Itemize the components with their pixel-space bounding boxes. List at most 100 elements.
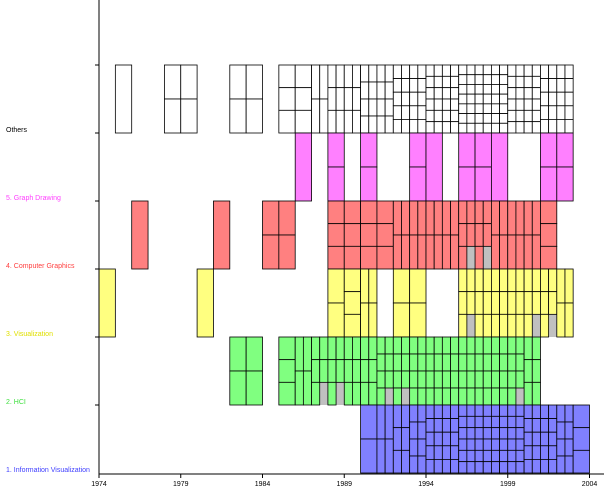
year-bar-1988 [327, 132, 345, 202]
paper-cell [556, 438, 566, 457]
paper-cell [531, 404, 541, 420]
paper-cell [213, 200, 231, 270]
paper-cell [458, 313, 468, 338]
paper-cell [360, 166, 378, 202]
paper-cell [458, 223, 468, 247]
paper-cell [499, 84, 509, 95]
paper-cell [278, 200, 296, 236]
paper-cell [360, 98, 370, 117]
year-bar-1994 [425, 132, 443, 202]
paper-cell [507, 415, 517, 429]
year-bar-1991 [376, 404, 394, 474]
paper-cell [441, 336, 451, 355]
paper-cell [490, 313, 500, 338]
paper-cell [450, 87, 460, 100]
band-5 [360, 404, 590, 474]
paper-cell [319, 64, 329, 100]
paper-cell [409, 268, 427, 304]
paper-cell [548, 418, 558, 433]
paper-cell [343, 381, 353, 406]
paper-cell [384, 64, 394, 83]
paper-cell [163, 64, 182, 100]
paper-cell [531, 98, 541, 111]
paper-cell [490, 74, 500, 85]
paper-cell [515, 291, 525, 315]
year-bar-1995 [441, 200, 460, 270]
paper-cell [433, 109, 443, 123]
paper-cell [433, 445, 443, 460]
paper-cell [556, 268, 566, 304]
paper-cell [392, 449, 402, 474]
paper-cell [474, 291, 484, 315]
paper-cell [531, 64, 541, 77]
paper-cell [474, 404, 484, 417]
year-bar-2000 [523, 268, 541, 338]
paper-cell [548, 64, 558, 80]
paper-cell [482, 461, 492, 474]
paper-cell [482, 113, 492, 124]
paper-cell [278, 109, 296, 134]
year-bar-1993 [409, 132, 427, 202]
paper-cell [409, 132, 427, 168]
paper-cell [482, 84, 492, 95]
paper-cell [564, 302, 574, 338]
paper-cell [458, 415, 468, 429]
paper-cell [392, 336, 402, 355]
paper-cell [417, 200, 427, 236]
paper-cell [352, 381, 361, 406]
paper-cell [450, 445, 460, 460]
paper-cell [441, 418, 451, 433]
paper-cell [180, 98, 198, 134]
paper-cell [507, 427, 517, 440]
paper-cell [384, 370, 394, 389]
year-bar-1992 [392, 200, 411, 270]
paper-cell [409, 387, 419, 406]
year-bar-1975 [114, 64, 133, 134]
year-bar-1987 [311, 336, 329, 406]
paper-cell [425, 75, 435, 89]
paper-cell [229, 336, 247, 372]
paper-cell [531, 200, 541, 236]
year-bar-1997 [474, 132, 492, 202]
paper-cell [131, 200, 149, 270]
paper-cell [507, 121, 517, 134]
paper-cell [466, 387, 476, 406]
paper-cell [482, 291, 492, 315]
paper-cell [401, 449, 411, 474]
paper-cell [441, 87, 451, 100]
paper-cell [474, 132, 492, 168]
paper-cell [474, 103, 484, 114]
paper-cell [425, 87, 435, 100]
paper-cell [515, 234, 525, 270]
paper-cell [564, 105, 574, 120]
paper-cell [507, 98, 517, 111]
year-bar-1991 [376, 64, 394, 134]
paper-cell [531, 268, 541, 293]
paper-cell [327, 336, 337, 361]
paper-cell [523, 458, 533, 474]
paper-cell [507, 87, 517, 100]
paper-cell [409, 166, 427, 202]
year-bar-1985 [278, 200, 296, 270]
paper-cell [531, 121, 541, 134]
paper-cell [196, 268, 214, 338]
paper-cell [540, 200, 558, 225]
year-bar-1985 [278, 336, 296, 406]
paper-cell [515, 438, 525, 451]
paper-cell [474, 84, 484, 95]
paper-cell [360, 438, 378, 474]
paper-cell [409, 455, 419, 474]
year-bar-1995 [441, 64, 460, 134]
paper-cell [409, 438, 419, 457]
paper-cell [319, 336, 329, 361]
paper-cell [507, 438, 517, 451]
paper-cell [531, 431, 541, 447]
paper-cell [401, 370, 411, 389]
band-label-0: Others [6, 127, 28, 134]
year-bar-1992 [392, 64, 411, 134]
paper-cell [499, 427, 509, 440]
paper-cell [458, 336, 468, 355]
paper-cell [482, 200, 492, 225]
paper-cell [335, 87, 345, 111]
paper-cell [515, 268, 525, 293]
